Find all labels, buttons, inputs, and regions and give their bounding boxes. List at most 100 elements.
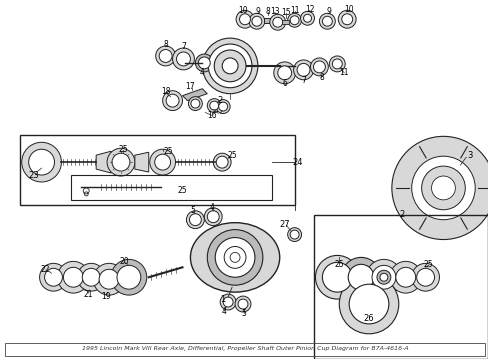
- Text: 25: 25: [227, 151, 237, 160]
- Text: 3: 3: [467, 151, 473, 160]
- Text: 10: 10: [238, 6, 248, 15]
- Circle shape: [220, 294, 236, 310]
- Circle shape: [99, 269, 119, 289]
- Text: 9: 9: [327, 7, 332, 16]
- Circle shape: [329, 56, 345, 72]
- Circle shape: [319, 13, 335, 29]
- Circle shape: [207, 211, 219, 223]
- Circle shape: [57, 261, 89, 293]
- Circle shape: [249, 13, 265, 29]
- Circle shape: [274, 62, 295, 84]
- Bar: [282, 20, 289, 24]
- Circle shape: [288, 13, 301, 27]
- Circle shape: [377, 270, 391, 284]
- Text: 10: 10: [344, 5, 354, 14]
- Circle shape: [166, 94, 179, 107]
- Text: 6: 6: [282, 79, 287, 88]
- Circle shape: [207, 230, 263, 285]
- Text: 15: 15: [281, 8, 291, 17]
- Circle shape: [156, 46, 175, 66]
- Circle shape: [191, 99, 200, 108]
- Circle shape: [300, 11, 315, 25]
- Circle shape: [207, 99, 221, 113]
- Text: 1995 Lincoln Mark VIII Rear Axle, Differential, Propeller Shaft Outer Pinion Cup: 1995 Lincoln Mark VIII Rear Axle, Differ…: [82, 346, 408, 351]
- Circle shape: [22, 142, 61, 182]
- Text: 24: 24: [293, 158, 303, 167]
- Circle shape: [290, 230, 299, 239]
- Circle shape: [380, 273, 388, 281]
- Circle shape: [219, 102, 228, 111]
- Circle shape: [311, 58, 328, 76]
- Circle shape: [339, 274, 399, 334]
- Text: 18: 18: [161, 87, 171, 96]
- Text: 2: 2: [218, 96, 223, 105]
- Circle shape: [235, 296, 251, 312]
- Ellipse shape: [191, 223, 280, 292]
- Circle shape: [216, 100, 230, 113]
- Circle shape: [196, 54, 213, 72]
- Circle shape: [342, 14, 353, 25]
- Circle shape: [230, 252, 240, 262]
- Circle shape: [150, 149, 175, 175]
- Circle shape: [238, 299, 248, 309]
- Text: 1: 1: [220, 294, 226, 303]
- Circle shape: [216, 156, 228, 168]
- Text: 7: 7: [181, 41, 186, 50]
- Text: 4: 4: [221, 307, 226, 316]
- Text: 25: 25: [335, 260, 344, 269]
- Circle shape: [204, 208, 222, 226]
- Bar: [5, 343, 485, 356]
- Text: 8: 8: [163, 40, 168, 49]
- Circle shape: [412, 156, 475, 220]
- Circle shape: [314, 61, 325, 73]
- Text: 21: 21: [83, 289, 93, 298]
- Text: 7: 7: [301, 76, 306, 85]
- Polygon shape: [264, 18, 273, 23]
- Text: 4: 4: [210, 203, 215, 212]
- Text: 16: 16: [207, 111, 217, 120]
- Circle shape: [348, 264, 374, 290]
- Circle shape: [297, 63, 310, 76]
- Text: 5: 5: [190, 206, 195, 215]
- Text: 9: 9: [255, 7, 260, 16]
- Circle shape: [189, 96, 202, 111]
- Text: 25: 25: [178, 186, 187, 195]
- Text: 11: 11: [290, 6, 299, 15]
- Circle shape: [252, 16, 262, 26]
- Circle shape: [107, 148, 135, 176]
- Text: 8: 8: [266, 7, 270, 16]
- Circle shape: [190, 214, 201, 226]
- Circle shape: [63, 267, 83, 287]
- Text: 12: 12: [305, 5, 314, 14]
- Circle shape: [332, 59, 342, 69]
- Text: 22: 22: [41, 265, 50, 274]
- Circle shape: [322, 262, 352, 292]
- Circle shape: [45, 268, 62, 286]
- Circle shape: [111, 260, 147, 295]
- Text: 25: 25: [164, 147, 173, 156]
- Text: 2: 2: [399, 210, 404, 219]
- Text: 13: 13: [270, 7, 280, 16]
- Circle shape: [214, 50, 246, 82]
- Circle shape: [372, 265, 396, 289]
- Circle shape: [341, 257, 381, 297]
- Text: 4: 4: [200, 68, 205, 77]
- Circle shape: [288, 228, 301, 242]
- Text: 26: 26: [364, 314, 374, 323]
- Circle shape: [236, 10, 254, 28]
- Circle shape: [29, 149, 54, 175]
- Circle shape: [163, 91, 182, 111]
- Circle shape: [316, 255, 359, 299]
- Circle shape: [338, 10, 356, 28]
- Circle shape: [392, 136, 490, 239]
- Text: 23: 23: [28, 171, 39, 180]
- Text: 25: 25: [424, 260, 433, 269]
- Circle shape: [303, 14, 312, 22]
- Circle shape: [412, 264, 440, 291]
- Circle shape: [187, 211, 204, 229]
- Circle shape: [223, 297, 233, 307]
- Circle shape: [176, 52, 191, 66]
- Circle shape: [322, 16, 332, 26]
- Circle shape: [202, 38, 258, 94]
- Circle shape: [421, 166, 465, 210]
